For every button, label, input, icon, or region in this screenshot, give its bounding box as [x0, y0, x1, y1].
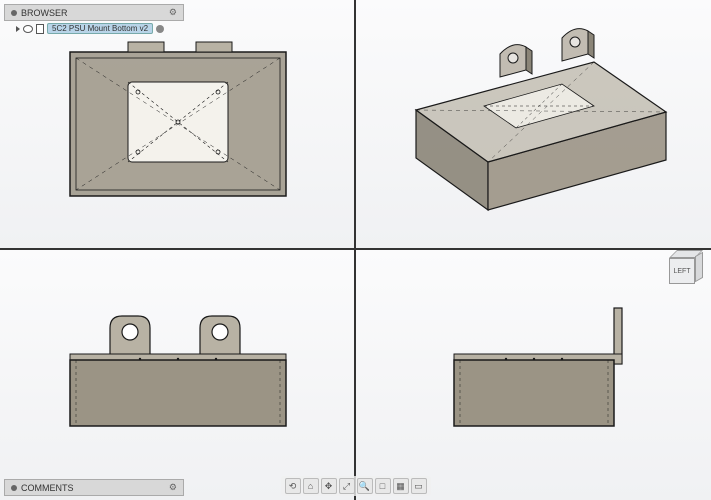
fit-tool[interactable]: 🔍	[357, 478, 373, 494]
zoom-tool[interactable]: ⤢	[339, 478, 355, 494]
browser-root-item[interactable]: 5C2 PSU Mount Bottom v2	[12, 21, 184, 36]
browser-settings-icon[interactable]: ⚙	[169, 7, 177, 18]
browser-title: BROWSER	[21, 8, 68, 18]
viewport-grid: LEFT	[0, 0, 711, 500]
visibility-icon[interactable]	[23, 25, 33, 33]
browser-header[interactable]: BROWSER ⚙	[4, 4, 184, 21]
grid-tool[interactable]: ▦	[393, 478, 409, 494]
comments-title: COMMENTS	[21, 483, 74, 493]
expand-icon	[16, 26, 20, 32]
home-tool[interactable]: ⌂	[303, 478, 319, 494]
collapse-dot-icon	[11, 10, 17, 16]
comments-settings-icon[interactable]: ⚙	[169, 482, 177, 493]
viewport-front[interactable]	[0, 249, 355, 500]
orbit-tool[interactable]: ⟲	[285, 478, 301, 494]
component-orb-icon	[156, 25, 164, 33]
top-view-drawing	[0, 0, 355, 249]
viewport-side[interactable]: LEFT	[355, 249, 711, 500]
look-tool[interactable]: □	[375, 478, 391, 494]
collapse-dot-icon	[11, 485, 17, 491]
pan-tool[interactable]: ✥	[321, 478, 337, 494]
display-tool[interactable]: ▭	[411, 478, 427, 494]
iso-view-drawing	[356, 0, 711, 249]
component-label: 5C2 PSU Mount Bottom v2	[47, 23, 153, 34]
viewport-iso[interactable]	[355, 0, 711, 249]
front-view-drawing	[0, 250, 355, 500]
viewport-top[interactable]	[0, 0, 355, 249]
navigation-toolbar: ⟲ ⌂ ✥ ⤢ 🔍 □ ▦ ▭	[281, 476, 431, 496]
document-icon	[36, 24, 44, 34]
side-view-drawing	[356, 250, 711, 500]
browser-panel: BROWSER ⚙ 5C2 PSU Mount Bottom v2	[4, 4, 184, 36]
comments-panel[interactable]: COMMENTS ⚙	[4, 479, 184, 496]
